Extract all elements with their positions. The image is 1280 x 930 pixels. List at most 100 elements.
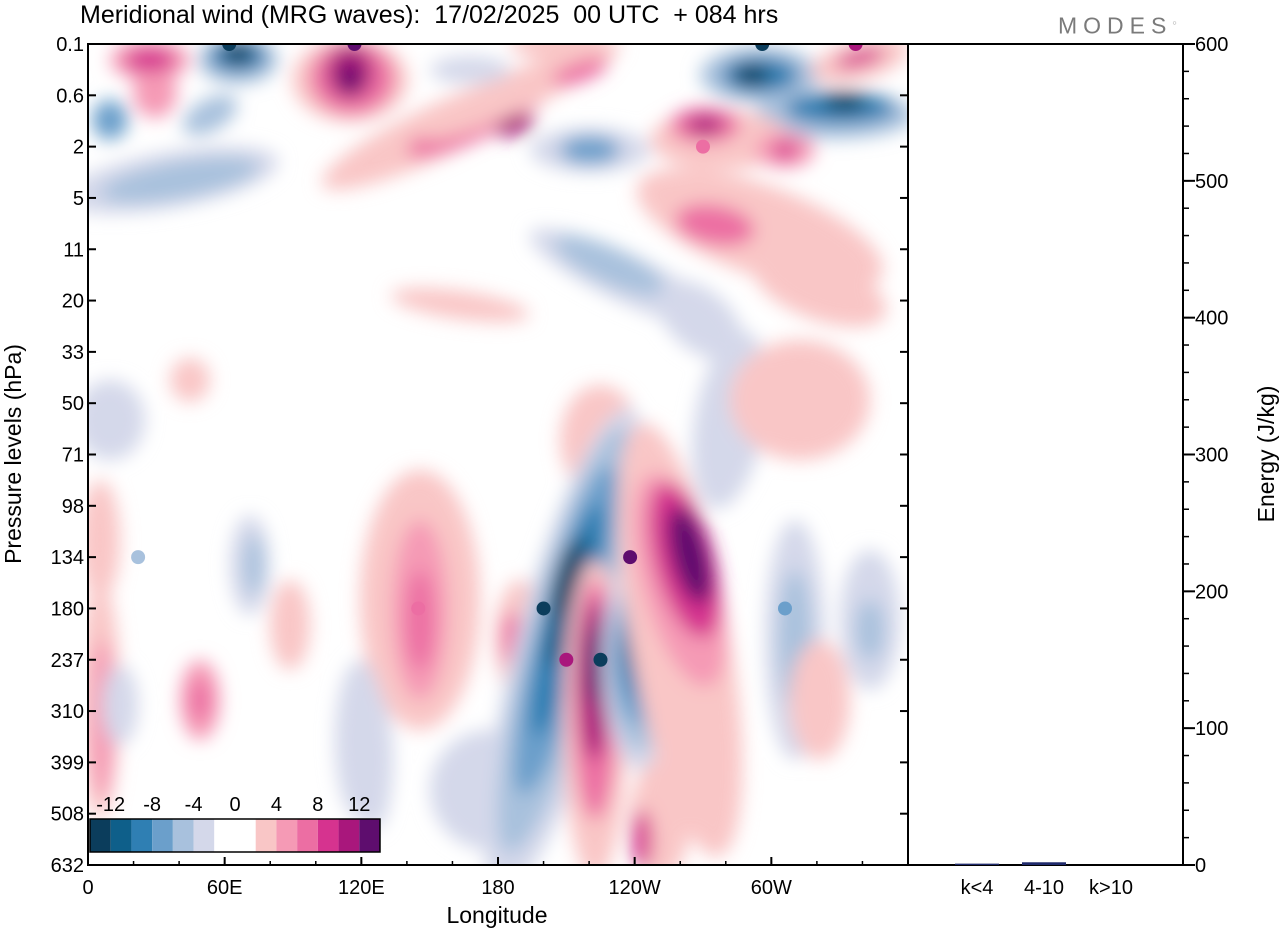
modes-logo: MODES○: [1058, 12, 1177, 39]
contour-region: [495, 113, 535, 137]
contour-region: [856, 600, 884, 660]
contour-region: [170, 358, 210, 402]
y-tick-label: 2: [73, 137, 84, 159]
y-tick-label: 0.1: [56, 34, 84, 56]
y-tick-label: 50: [62, 393, 84, 415]
contour-region: [790, 640, 850, 760]
energy-tick-label: 100: [1195, 718, 1228, 740]
energy-category-label: k<4: [961, 877, 994, 899]
colorbar-swatch: [297, 819, 318, 852]
tick-labels: 0.1 0.6 2 5 11 20 33 50 71 98 134 180 237 310 399 508 63…: [51, 34, 909, 899]
contour-region: [773, 141, 797, 159]
contour-extremum: [778, 601, 792, 616]
y-tick-label: 399: [51, 752, 84, 774]
energy-axis-label: Energy (J/kg): [1253, 386, 1279, 523]
contour-region: [125, 48, 175, 72]
colorbar-swatch: [193, 819, 215, 852]
contour-region: [510, 44, 610, 59]
contour-extremum: [536, 601, 551, 616]
y-tick-label: 310: [51, 701, 84, 723]
y-tick-label: 20: [62, 291, 84, 313]
contour-region: [730, 340, 870, 460]
contour-extremum: [347, 44, 362, 51]
energy-tick-label: 200: [1195, 581, 1228, 603]
contour-region: [823, 93, 867, 111]
contour-region: [551, 58, 609, 86]
energy-bar: [955, 863, 999, 865]
x-tick-label: 0: [82, 877, 93, 899]
colorbar-label: 12: [348, 794, 370, 816]
y-tick-label: 632: [51, 855, 84, 877]
contour-region: [560, 136, 620, 164]
contour-region: [835, 47, 885, 69]
energy-category-label: k>10: [1089, 877, 1133, 899]
contour-region: [585, 625, 601, 705]
contour-extremum: [593, 652, 608, 667]
contour-region: [340, 64, 360, 92]
y-tick-label: 98: [62, 496, 84, 518]
colorbar-label: -4: [185, 794, 203, 816]
contour-region: [182, 94, 238, 136]
contour-region: [270, 580, 310, 670]
contour-region: [632, 810, 652, 865]
energy-tick-label: 500: [1195, 171, 1228, 193]
colorbar-label: -8: [143, 794, 161, 816]
contour-region: [675, 204, 755, 246]
contour-extremum: [131, 550, 146, 565]
y-tick-label: 508: [51, 804, 84, 826]
y-tick-label: 180: [51, 598, 84, 620]
colorbar-swatch: [255, 819, 277, 852]
contour-extremum: [411, 601, 426, 616]
contour-region: [753, 253, 887, 327]
colorbar-swatch: [172, 819, 194, 852]
colorbar-swatch: [110, 819, 132, 852]
y-tick-label: 5: [73, 188, 84, 210]
contour-region: [92, 100, 128, 140]
contour-region: [687, 116, 723, 134]
colorbar-swatch: [152, 819, 173, 852]
y-axis-label: Pressure levels (hPa): [0, 344, 26, 564]
colorbar-label: 0: [229, 794, 240, 816]
logo-text: MODES: [1058, 12, 1173, 39]
colorbar-swatch: [235, 819, 256, 852]
contour-region: [357, 690, 393, 830]
y-tick-label: 33: [62, 342, 84, 364]
colorbar-frame: [89, 818, 381, 853]
contour-region: [550, 541, 580, 619]
colorbar-swatch: [131, 819, 153, 852]
colorbar-swatch: [90, 819, 111, 852]
energy-tick-label: 0: [1195, 855, 1206, 877]
colorbar-label: 4: [271, 794, 282, 816]
x-tick-label: 60E: [207, 877, 243, 899]
contour-region: [102, 665, 138, 745]
contour-extremum: [696, 139, 710, 154]
contour-region: [555, 234, 665, 296]
y-tick-label: 11: [63, 239, 84, 261]
x-tick-label: 120E: [338, 877, 385, 899]
x-tick-label: 120W: [609, 877, 661, 899]
contour-region: [419, 44, 621, 140]
contour-extremum: [755, 44, 770, 51]
contour-region: [190, 680, 210, 720]
contour-extremum: [559, 652, 574, 667]
contour-extremum: [848, 44, 863, 51]
contour-region: [88, 480, 120, 600]
x-axis-label: Longitude: [446, 902, 547, 928]
contour-region: [668, 506, 712, 604]
contour-region: [430, 56, 510, 84]
contour-region: [101, 157, 259, 203]
colorbar-label: 8: [312, 794, 323, 816]
contour-field: [88, 44, 908, 865]
contour-region: [734, 65, 770, 85]
colorbar-swatch: [317, 819, 339, 852]
colorbar-swatch: [338, 819, 360, 852]
colorbar: -12 -8 -4 0 4 8 12: [89, 794, 381, 853]
y-tick-label: 71: [62, 445, 84, 467]
energy-bars: 0 100 200 300 400 500 600 k<4 4-10 k>10: [955, 34, 1228, 899]
contour-region: [88, 380, 145, 460]
y-tick-label: 134: [51, 547, 84, 569]
x-tick-label: 60W: [751, 877, 792, 899]
colorbar-swatch: [359, 819, 380, 852]
contour-extremum: [623, 550, 638, 565]
